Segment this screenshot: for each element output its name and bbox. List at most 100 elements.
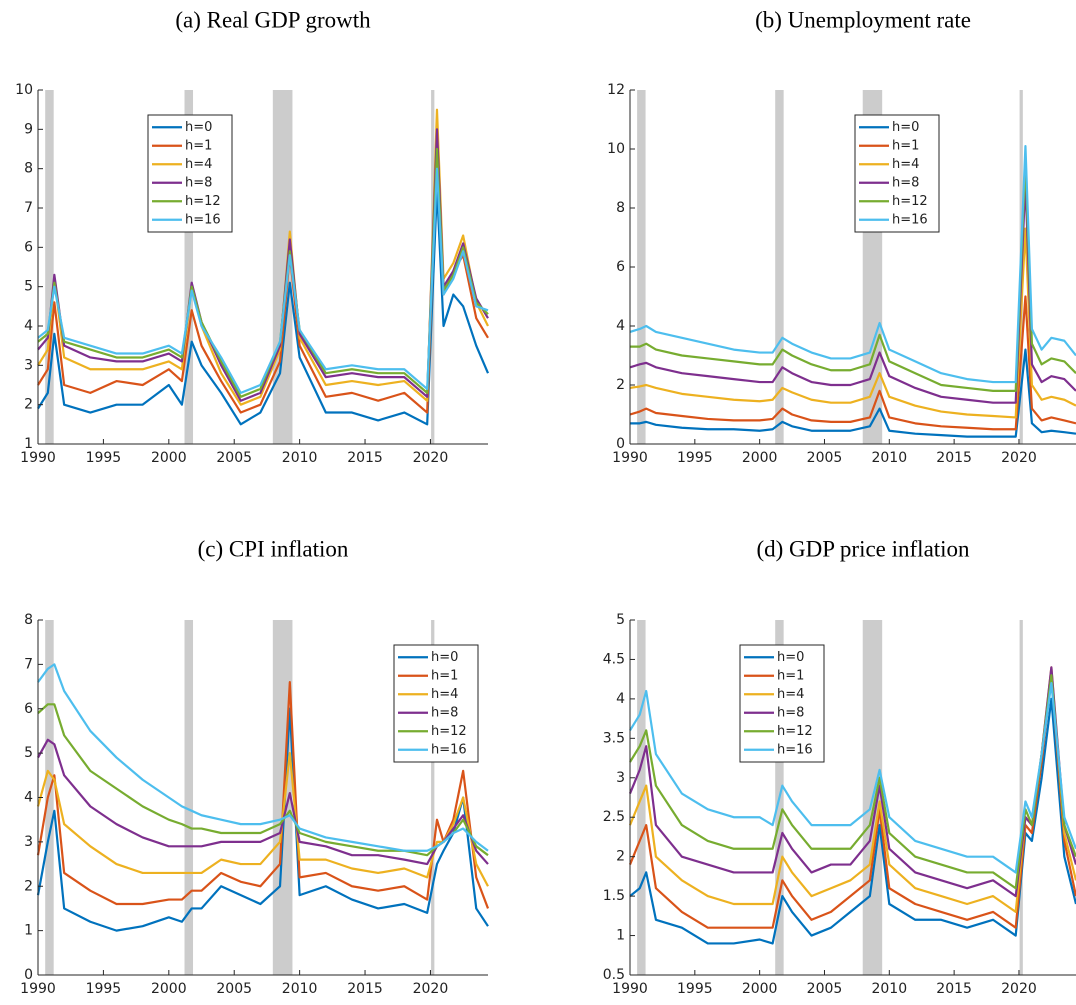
- series-line: [628, 666, 1076, 913]
- legend: h=0 h=1 h=4 h=8 h=12 h=16: [393, 644, 479, 763]
- series-line: [629, 682, 1076, 874]
- series-line: [37, 187, 490, 426]
- series-line: [629, 697, 1076, 945]
- x-tick-label: 2010: [282, 450, 318, 466]
- recession-band: [1019, 620, 1023, 975]
- y-tick-label: 9: [24, 121, 33, 137]
- x-tick-label: 1995: [677, 450, 713, 466]
- y-tick-label: 3: [24, 357, 33, 373]
- panel: (b) Unemployment rate 0 2 4 6 8 10 12 1990 1995 20…: [607, 7, 1076, 466]
- series-line: [630, 348, 1076, 438]
- x-tick-label: 2000: [151, 450, 187, 466]
- legend-text: h=4: [431, 687, 458, 702]
- y-tick-label: 0: [616, 436, 625, 452]
- legend-text: h=4: [892, 157, 919, 172]
- x-tick-label: 2005: [807, 450, 843, 466]
- legend-text: h=0: [185, 120, 212, 135]
- chart-title: (c) CPI inflation: [198, 536, 349, 561]
- recession-band: [45, 90, 54, 444]
- legend-text: h=1: [892, 138, 919, 153]
- y-tick-label: 2: [24, 397, 33, 413]
- legend-box: [393, 644, 479, 763]
- legend: h=0 h=1 h=4 h=8 h=12 h=16: [147, 114, 233, 233]
- y-tick-label: 4: [24, 318, 33, 334]
- y-tick-label: 2: [24, 878, 33, 894]
- legend-text: h=8: [431, 705, 458, 720]
- y-tick-label: 8: [24, 612, 33, 628]
- series-line: [629, 295, 1076, 431]
- y-tick-label: 4: [616, 318, 625, 334]
- y-tick-label: 4: [616, 691, 625, 707]
- legend-text: h=0: [777, 650, 804, 665]
- legend-text: h=16: [431, 742, 467, 757]
- y-tick-label: 5: [24, 279, 33, 295]
- legend-text: h=12: [892, 194, 928, 209]
- series-line: [629, 674, 1076, 890]
- legend-box: [739, 644, 825, 763]
- x-tick-label: 1990: [20, 981, 56, 997]
- chart-title: (a) Real GDP growth: [175, 7, 371, 32]
- chart-title: (d) GDP price inflation: [756, 536, 970, 561]
- x-tick-label: 1995: [677, 981, 713, 997]
- panel: (c) CPI inflation 0 1 2 3 4 5 6 7 8 1990 1995 2000 20…: [20, 536, 490, 997]
- legend: h=0 h=1 h=4 h=8 h=12 h=16: [739, 644, 825, 763]
- y-tick-label: 5: [616, 612, 625, 628]
- y-tick-label: 4.5: [603, 651, 625, 667]
- panel: (a) Real GDP growth 1 2 3 4 5 6 7 8 9 10 1990 1995 20…: [15, 7, 490, 466]
- y-tick-label: 4: [24, 790, 33, 806]
- y-tick-label: 2: [616, 849, 625, 865]
- x-tick-label: 2015: [347, 450, 383, 466]
- legend-text: h=12: [777, 724, 813, 739]
- y-tick-label: 12: [607, 82, 625, 98]
- series-line: [629, 144, 1076, 384]
- legend-text: h=4: [777, 687, 804, 702]
- legend-text: h=8: [777, 705, 804, 720]
- x-tick-label: 2015: [936, 450, 972, 466]
- x-tick-label: 2015: [936, 981, 972, 997]
- x-tick-label: 2010: [871, 450, 907, 466]
- series-line: [628, 674, 1076, 929]
- series-line: [630, 159, 1076, 392]
- y-tick-label: 6: [616, 259, 625, 275]
- y-tick-label: 1.5: [603, 888, 625, 904]
- x-tick-label: 2005: [216, 450, 252, 466]
- legend-text: h=4: [185, 157, 212, 172]
- y-tick-label: 0: [24, 967, 33, 983]
- y-tick-label: 8: [24, 161, 33, 177]
- y-tick-label: 10: [607, 141, 625, 157]
- y-tick-label: 7: [24, 200, 33, 216]
- x-tick-label: 2020: [413, 981, 449, 997]
- legend-text: h=12: [185, 194, 221, 209]
- x-tick-label: 2010: [282, 981, 318, 997]
- recession-band: [775, 90, 784, 444]
- series-line: [37, 147, 489, 414]
- y-tick-label: 10: [15, 82, 33, 98]
- x-tick-label: 2020: [413, 450, 449, 466]
- y-tick-label: 6: [24, 701, 33, 717]
- x-tick-label: 2000: [151, 981, 187, 997]
- recession-band: [45, 620, 54, 975]
- chart-title: (b) Unemployment rate: [755, 7, 971, 32]
- legend-box: [854, 114, 940, 233]
- legend-text: h=8: [185, 175, 212, 190]
- y-tick-label: 7: [24, 656, 33, 672]
- legend-text: h=1: [431, 668, 458, 683]
- y-tick-label: 1: [616, 928, 625, 944]
- legend-text: h=0: [892, 120, 919, 135]
- recession-band: [431, 620, 435, 975]
- x-tick-label: 1995: [86, 981, 122, 997]
- legend-text: h=1: [777, 668, 804, 683]
- x-tick-label: 2000: [742, 450, 778, 466]
- y-tick-label: 1: [24, 923, 33, 939]
- x-tick-label: 2005: [216, 981, 252, 997]
- x-tick-label: 1990: [612, 981, 648, 997]
- y-tick-label: 8: [616, 200, 625, 216]
- y-tick-label: 3: [24, 834, 33, 850]
- legend-text: h=16: [185, 212, 221, 227]
- x-tick-label: 1995: [86, 450, 122, 466]
- series-line: [36, 752, 489, 887]
- legend-text: h=16: [777, 742, 813, 757]
- x-tick-label: 1990: [612, 450, 648, 466]
- y-tick-label: 3: [616, 770, 625, 786]
